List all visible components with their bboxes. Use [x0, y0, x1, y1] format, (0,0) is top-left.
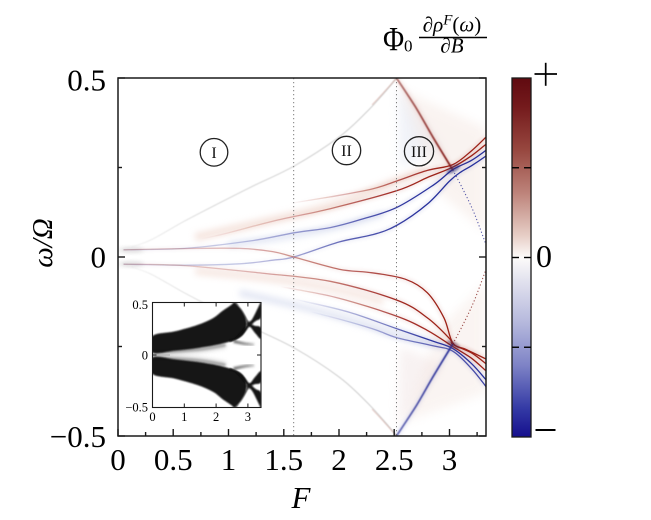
svg-text:1: 1 — [181, 410, 187, 424]
svg-text:0: 0 — [404, 37, 413, 56]
svg-text:0.5: 0.5 — [132, 298, 148, 312]
svg-text:2.5: 2.5 — [375, 442, 414, 477]
svg-text:3: 3 — [442, 442, 458, 477]
svg-text:0.5: 0.5 — [67, 63, 106, 98]
svg-text:0: 0 — [142, 349, 148, 363]
svg-text:Φ: Φ — [383, 20, 404, 58]
svg-text:0: 0 — [149, 410, 155, 424]
svg-text:F: F — [291, 480, 312, 515]
svg-text:II: II — [341, 143, 352, 160]
svg-text:0.5: 0.5 — [154, 442, 193, 477]
svg-text:2: 2 — [331, 442, 347, 477]
svg-text:−0.5: −0.5 — [125, 401, 148, 415]
svg-text:0: 0 — [110, 442, 126, 477]
svg-text:0: 0 — [91, 240, 107, 275]
svg-text:3: 3 — [245, 410, 251, 424]
svg-text:III: III — [411, 144, 427, 161]
svg-text:0: 0 — [536, 238, 552, 274]
svg-text:1: 1 — [221, 442, 237, 477]
svg-text:I: I — [211, 145, 216, 162]
svg-text:2: 2 — [213, 410, 219, 424]
svg-text:∂B: ∂B — [440, 34, 463, 58]
svg-text:ω/Ω: ω/Ω — [27, 218, 59, 268]
svg-text:1.5: 1.5 — [264, 442, 303, 477]
svg-text:−0.5: −0.5 — [50, 419, 106, 454]
svg-text:∂ρF(ω): ∂ρF(ω) — [423, 13, 481, 37]
